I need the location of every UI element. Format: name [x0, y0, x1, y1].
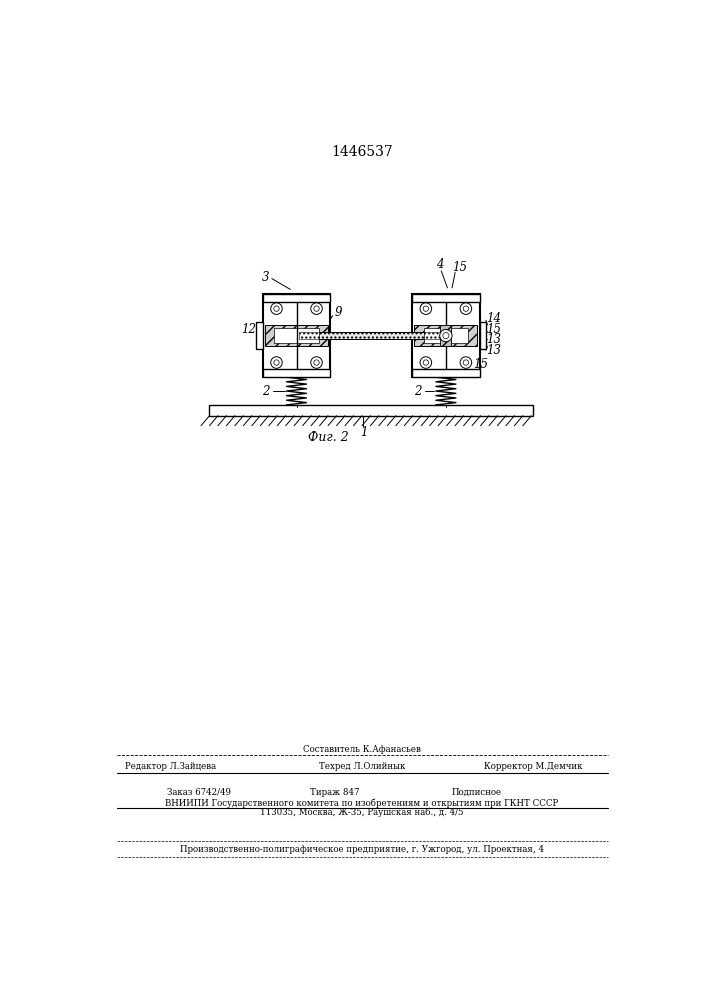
- Bar: [299, 332, 443, 339]
- Circle shape: [420, 357, 432, 368]
- Bar: [262, 294, 330, 302]
- Text: 1446537: 1446537: [331, 145, 393, 159]
- Text: Тираж 847: Тираж 847: [310, 788, 359, 797]
- Bar: [480, 322, 486, 349]
- Bar: [423, 328, 468, 343]
- Text: 3: 3: [262, 271, 269, 284]
- Circle shape: [274, 306, 279, 311]
- Bar: [257, 322, 262, 349]
- Bar: [412, 294, 480, 377]
- Bar: [412, 294, 480, 302]
- Text: 9: 9: [335, 306, 343, 319]
- Circle shape: [423, 306, 428, 311]
- Circle shape: [314, 360, 320, 365]
- Bar: [209, 405, 533, 416]
- Circle shape: [314, 306, 320, 311]
- Text: Производственно-полиграфическое предприятие, г. Ужгород, ул. Проектная, 4: Производственно-полиграфическое предприя…: [180, 845, 544, 854]
- Text: 1: 1: [360, 426, 367, 439]
- Text: 15: 15: [452, 261, 467, 274]
- Circle shape: [463, 360, 469, 365]
- Text: 4: 4: [436, 258, 443, 271]
- Circle shape: [311, 303, 322, 314]
- Circle shape: [463, 306, 469, 311]
- Bar: [274, 328, 319, 343]
- Circle shape: [460, 303, 472, 314]
- Circle shape: [311, 357, 322, 368]
- Circle shape: [423, 360, 428, 365]
- Circle shape: [440, 329, 452, 342]
- Text: 15: 15: [486, 323, 501, 336]
- Text: 2: 2: [262, 385, 269, 398]
- Bar: [299, 332, 443, 339]
- Bar: [440, 337, 451, 346]
- Bar: [440, 325, 451, 334]
- Text: Фиг. 2: Фиг. 2: [308, 431, 349, 444]
- Text: Техред Л.Олийнык: Техред Л.Олийнык: [319, 762, 405, 771]
- Circle shape: [443, 333, 449, 339]
- Text: Составитель К.Афанасьев: Составитель К.Афанасьев: [303, 745, 421, 754]
- Text: Заказ 6742/49: Заказ 6742/49: [167, 788, 231, 797]
- Circle shape: [460, 357, 472, 368]
- Text: 12: 12: [241, 323, 256, 336]
- Circle shape: [271, 357, 282, 368]
- Text: Редактор Л.Зайцева: Редактор Л.Зайцева: [125, 762, 216, 771]
- Circle shape: [274, 360, 279, 365]
- Bar: [412, 369, 480, 377]
- Circle shape: [420, 303, 432, 314]
- Text: 13: 13: [486, 344, 501, 358]
- Bar: [414, 325, 477, 346]
- Bar: [265, 325, 328, 346]
- Text: 113035, Москва, Ж-35, Раушская наб., д. 4/5: 113035, Москва, Ж-35, Раушская наб., д. …: [260, 807, 464, 817]
- Circle shape: [271, 303, 282, 314]
- Bar: [262, 369, 330, 377]
- Text: 2: 2: [414, 385, 422, 398]
- Text: 15: 15: [473, 358, 488, 371]
- Text: 14: 14: [486, 312, 501, 325]
- Text: ВНИИПИ Государственного комитета по изобретениям и открытиям при ГКНТ СССР: ВНИИПИ Государственного комитета по изоб…: [165, 798, 559, 808]
- Text: Подписное: Подписное: [452, 788, 502, 797]
- Bar: [262, 294, 330, 377]
- Text: Корректор М.Демчик: Корректор М.Демчик: [484, 762, 582, 771]
- Text: 13: 13: [486, 333, 501, 346]
